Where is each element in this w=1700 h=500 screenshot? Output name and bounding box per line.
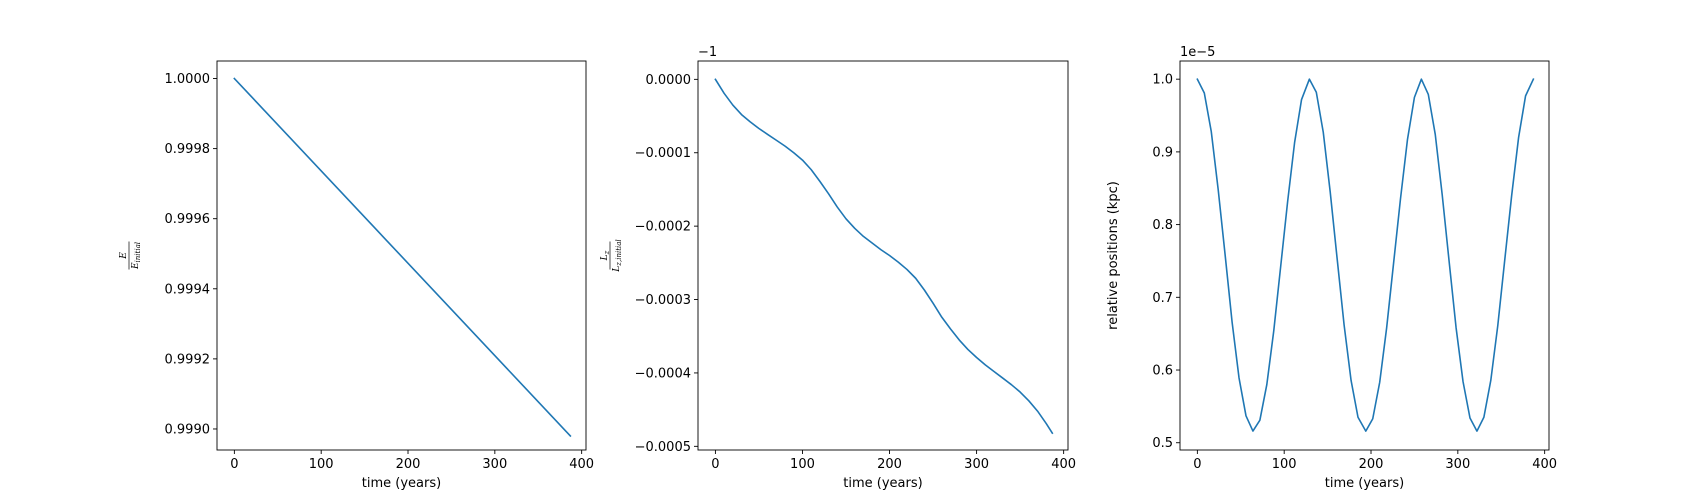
y-tick-label: 0.8 [1152, 218, 1173, 233]
x-tick-label: 0 [1193, 457, 1201, 472]
y-axis-label: relative positions (kpc) [1106, 181, 1121, 330]
x-tick-label: 100 [1272, 457, 1297, 472]
y-tick-label: 0.9996 [165, 212, 211, 227]
y-tick-label: 0.5 [1152, 436, 1173, 451]
y-tick-label: 0.9998 [165, 142, 211, 157]
y-tick-label: −0.0002 [635, 220, 691, 235]
x-axis-label: time (years) [843, 476, 922, 491]
y-label-numerator: E [119, 252, 129, 260]
x-tick-label: 400 [1532, 457, 1557, 472]
x-tick-label: 200 [877, 457, 902, 472]
panel-relative-positions: 0 100 200 300 400 0.5 0.6 0.7 0.8 0.9 1.0 time (yea… [1106, 45, 1557, 491]
x-tick-label: 400 [569, 457, 594, 472]
x-tick-label: 0 [230, 457, 238, 472]
y-offset-text: −1 [698, 45, 717, 60]
x-tick-label: 200 [396, 457, 421, 472]
y-tick-label: 0.0000 [646, 73, 692, 88]
y-tick-label: 0.7 [1152, 291, 1173, 306]
x-axis-label: time (years) [1325, 476, 1404, 491]
y-tick-label: −0.0004 [635, 366, 691, 381]
y-tick-label: −0.0005 [635, 440, 691, 455]
y-tick-label: −0.0001 [635, 146, 691, 161]
x-tick-label: 200 [1359, 457, 1384, 472]
y-tick-label: 1.0000 [165, 72, 211, 87]
x-tick-label: 400 [1051, 457, 1076, 472]
y-label-denominator: Lz,initial [612, 239, 623, 272]
series-line [233, 77, 572, 438]
x-tick-label: 100 [790, 457, 815, 472]
y-tick-label: 0.9990 [165, 422, 211, 437]
y-tick-label: 0.6 [1152, 364, 1173, 379]
y-tick-label: 0.9 [1152, 145, 1173, 160]
y-tick-label: 0.9994 [165, 282, 211, 297]
axes-frame [697, 60, 1069, 451]
series-line [1196, 78, 1535, 432]
x-tick-label: 300 [1445, 457, 1470, 472]
y-label-denominator: Einitial [131, 242, 142, 270]
y-tick-label: −0.0003 [635, 293, 691, 308]
y-tick-label: 1.0 [1152, 73, 1173, 88]
panel-energy: 0 100 200 300 400 0.9990 0.9992 0.9994 0.9996 0.9… [119, 60, 594, 491]
x-tick-label: 100 [309, 457, 334, 472]
series-line [714, 78, 1054, 435]
axes-frame [216, 60, 587, 451]
x-tick-label: 300 [964, 457, 989, 472]
x-tick-label: 0 [711, 457, 719, 472]
y-offset-text: 1e−5 [1180, 45, 1215, 60]
panel-angular-momentum: 0 100 200 300 400 −0.0005 −0.0004 −0.0003 −0.000… [600, 45, 1076, 491]
x-tick-label: 300 [482, 457, 507, 472]
x-axis-label: time (years) [362, 476, 441, 491]
y-label-numerator: Lz [600, 250, 611, 261]
y-tick-label: 0.9992 [165, 352, 211, 367]
axes-frame [1179, 60, 1550, 451]
